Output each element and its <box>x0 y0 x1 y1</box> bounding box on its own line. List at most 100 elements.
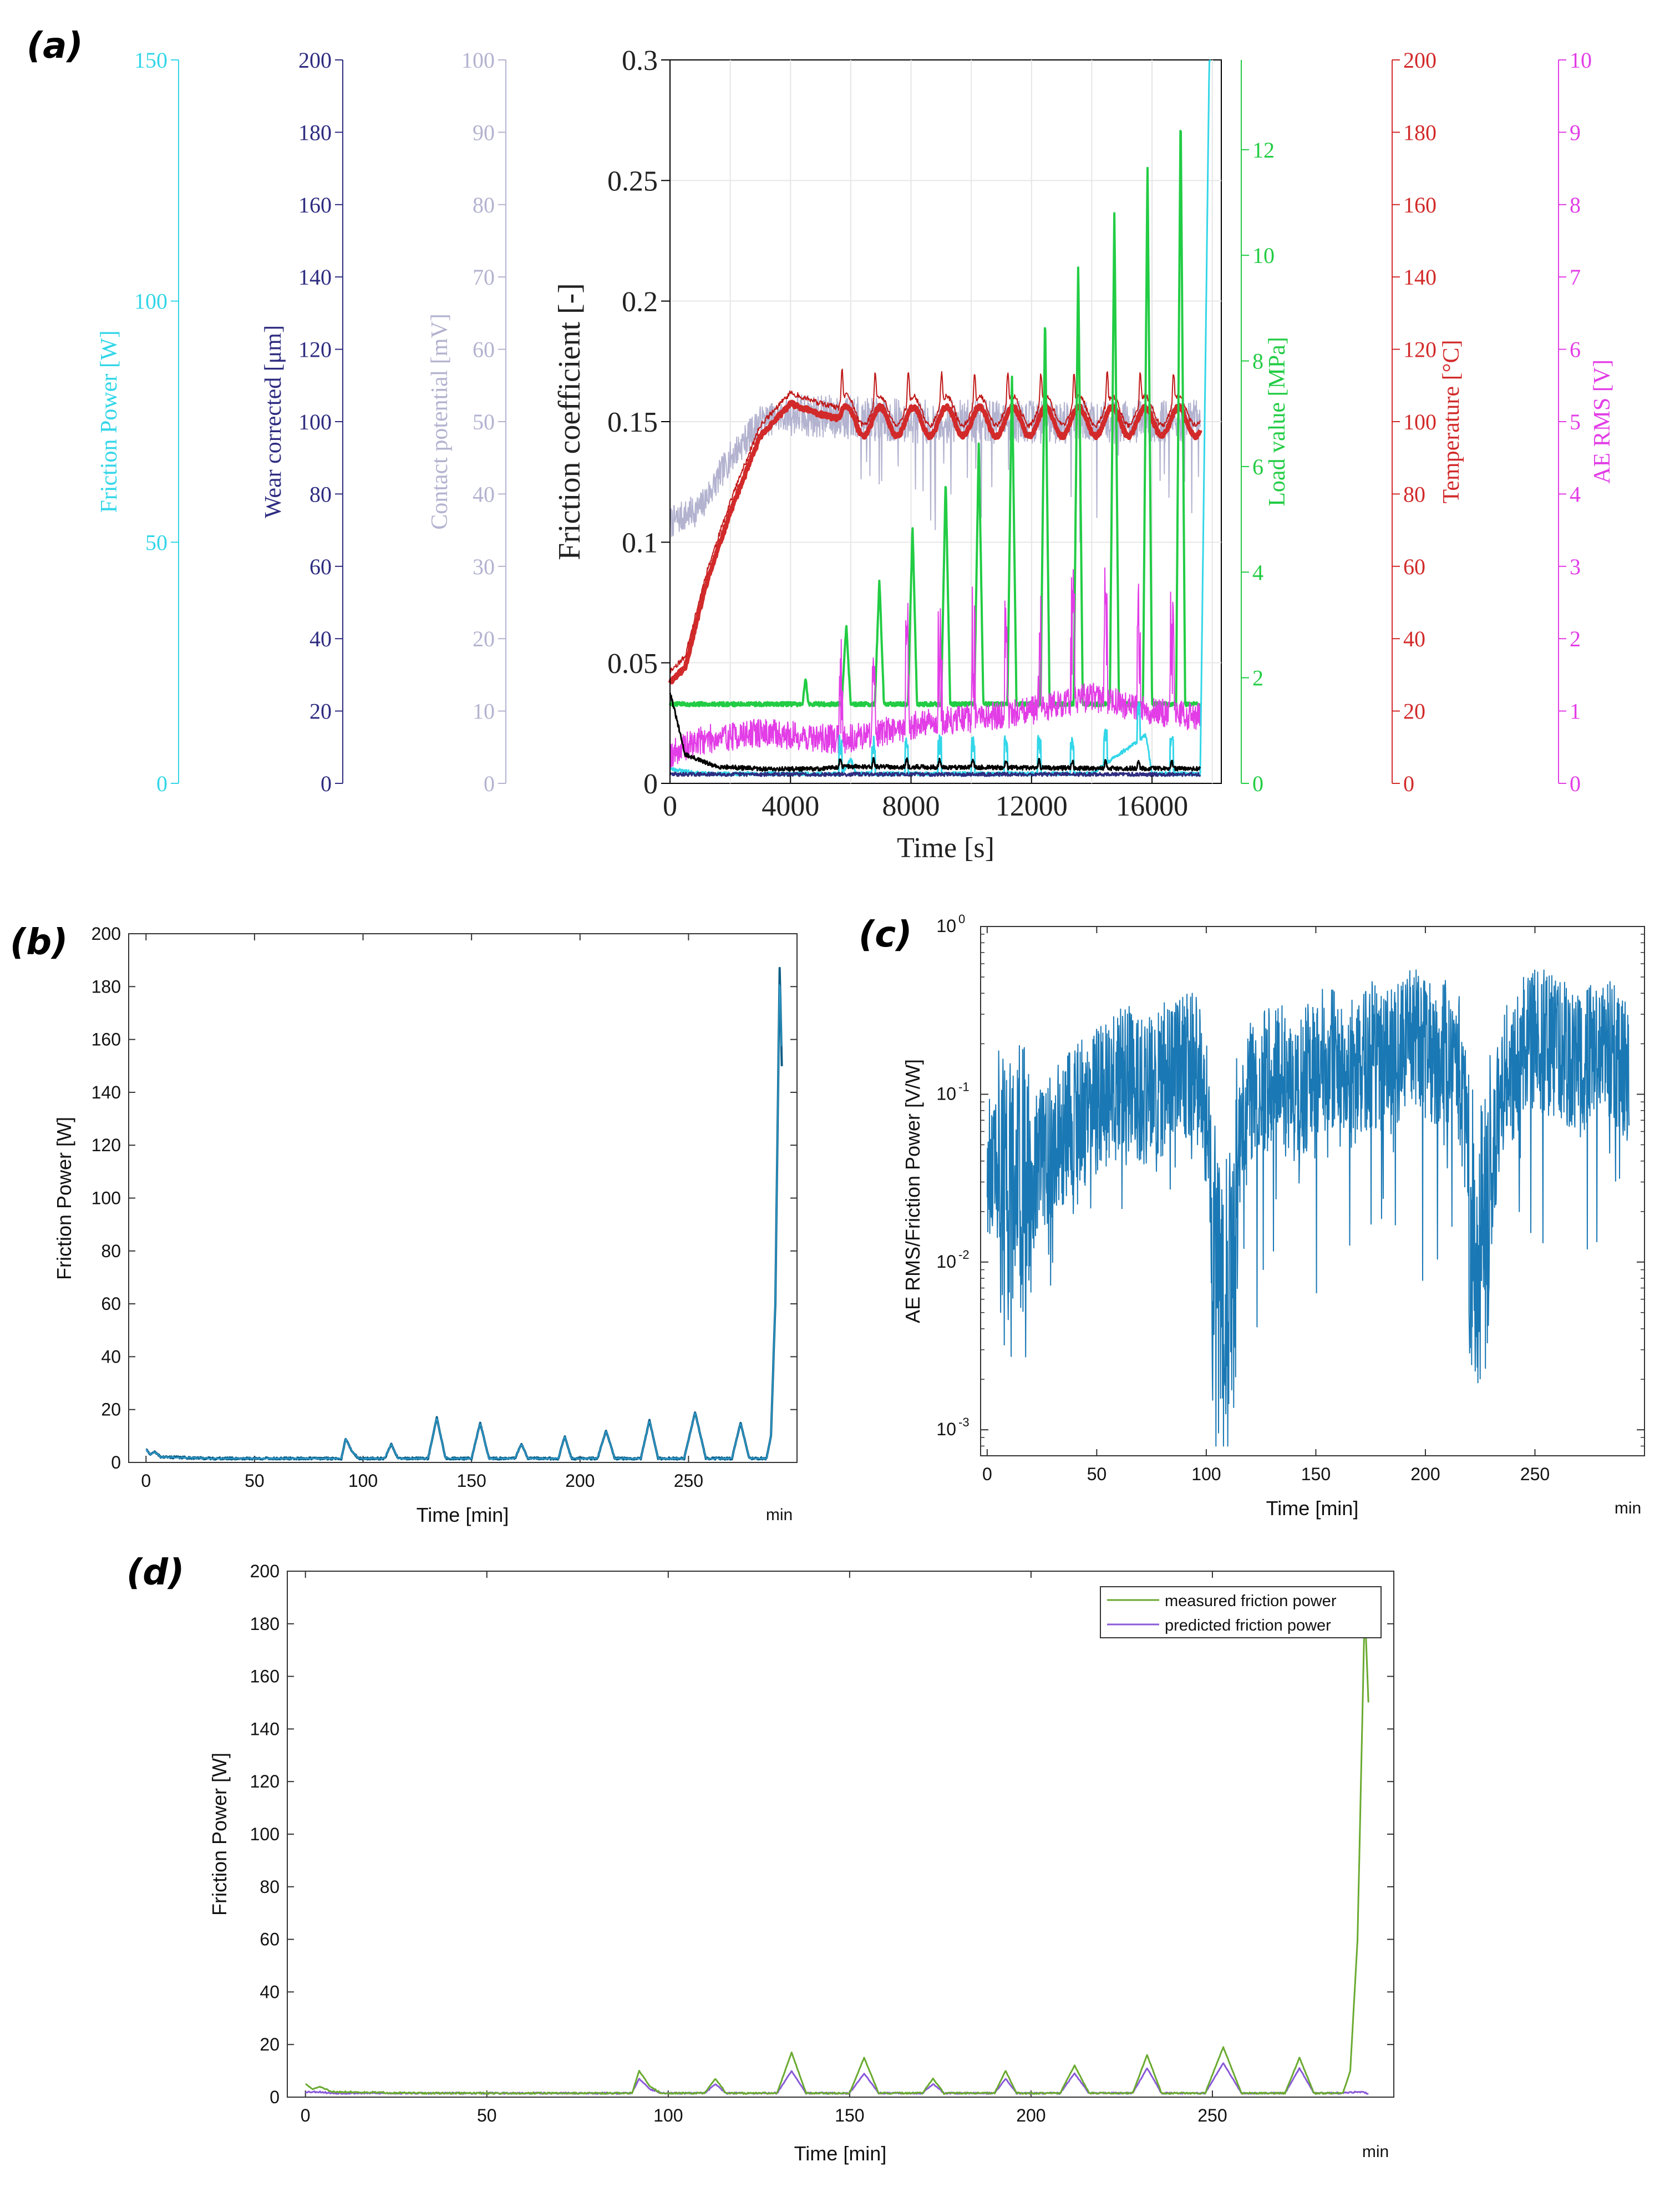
panel-d-y-tick-label: 120 <box>250 1771 280 1791</box>
panel-d-x-tick-label: 200 <box>1016 2105 1045 2125</box>
panel-a-axis-label-wear: Wear corrected [μm] <box>261 325 286 518</box>
panel-d-legend: measured friction power predicted fricti… <box>1100 1586 1382 1638</box>
panel-a-series-load-value <box>669 130 1201 707</box>
panel-d-x-unit-note: min <box>1362 2143 1389 2161</box>
panel-a-tick-label-friction_power: 150 <box>134 48 168 73</box>
panel-b-y-tick-label: 40 <box>101 1346 121 1366</box>
panel-d-y-tick-label: 160 <box>250 1667 280 1687</box>
panel-b-y-tick-label: 200 <box>92 924 121 944</box>
panel-c-y-tick-exponent: -1 <box>958 1080 970 1094</box>
panel-d-y-tick-label: 60 <box>260 1930 280 1950</box>
panel-a-tick-label-contact: 0 <box>484 771 495 796</box>
panel-c-x-tick-label: 150 <box>1301 1464 1331 1484</box>
chart-panel-b: 0 50 100 150 200 250 0 20 40 60 80 100 120 140 160 180 2… <box>53 924 798 1526</box>
panel-a-tick-label-ae: 8 <box>1570 193 1581 217</box>
panel-a-tick-label-wear: 0 <box>321 771 332 796</box>
panel-b-y-tick-label: 60 <box>101 1294 121 1314</box>
panel-a-tick-label-temperature: 40 <box>1403 626 1425 651</box>
panel-d-y-tick-label: 180 <box>250 1614 280 1634</box>
panel-c-x-tick-label: 0 <box>982 1464 992 1484</box>
panel-d-x-axis-label: Time [min] <box>794 2142 887 2165</box>
panel-b-series <box>145 966 783 1461</box>
panel-c-y-tick-exponent: -3 <box>958 1415 970 1429</box>
panel-b-x-axis-label: Time [min] <box>417 1503 509 1526</box>
panel-a-axis-load: 0 2 4 6 8 10 12 Load value [MPa] <box>1241 60 1290 796</box>
panel-a-tick-label-temperature: 140 <box>1403 265 1437 290</box>
panel-a-tick-label-wear: 120 <box>298 337 332 362</box>
panel-a-axis-temperature: 0 20 40 60 80 100 120 140 160 180 200 Temperature [… <box>1392 48 1464 796</box>
panel-a-series-ae-rms <box>669 567 1201 770</box>
panel-b-plot-area <box>128 933 798 1463</box>
legend-label-predicted: predicted friction power <box>1165 1617 1331 1634</box>
panel-c-plot-area <box>980 926 1645 1456</box>
panel-a-tick-label-friction: 0.2 <box>622 286 658 318</box>
panel-a-axis-label-friction_power: Friction Power [W] <box>97 331 122 513</box>
panel-a-series <box>668 59 1212 777</box>
panel-a-axis-wear: 0 20 40 60 80 100 120 140 160 180 200 Wear correcte… <box>261 48 343 796</box>
panel-a-tick-label-temperature: 80 <box>1403 482 1425 507</box>
legend-label-measured: measured friction power <box>1165 1592 1337 1610</box>
panel-a-tick-label-temperature: 200 <box>1403 48 1437 73</box>
panel-a-tick-label-friction_power: 100 <box>134 289 168 314</box>
panel-a-axis-label-ae: AE RMS [V] <box>1590 360 1615 484</box>
panel-b-y-tick-label: 140 <box>92 1082 121 1102</box>
panel-c-x-axis-label: Time [min] <box>1266 1497 1359 1520</box>
panel-a-tick-label-contact: 80 <box>473 193 495 217</box>
panel-a-tick-label-contact: 40 <box>473 482 495 507</box>
panel-a-tick-label-contact: 30 <box>473 554 495 579</box>
panel-label-a: (a) <box>27 26 83 67</box>
panel-d-y-tick-label: 20 <box>260 2034 280 2054</box>
panel-b-x-tick-label: 200 <box>565 1471 595 1491</box>
panel-c-series-ae-rms-per-friction-power <box>986 969 1630 1447</box>
panel-b-x-tick-label: 50 <box>245 1471 265 1491</box>
panel-a-tick-label-temperature: 120 <box>1403 337 1437 362</box>
panel-c-y-tick-label: 10 <box>936 1252 956 1272</box>
panel-a-axis-label-contact: Contact potential [mV] <box>427 313 453 530</box>
panel-a-axis-ae: 0 1 2 3 4 5 6 7 8 9 10 AE RMS [V] <box>1558 48 1615 796</box>
panel-a-x-tick-label: 8000 <box>882 791 940 822</box>
panel-a-series-wear-corrected <box>669 771 1201 777</box>
panel-label-b: (b) <box>10 922 68 963</box>
panel-a-tick-label-temperature: 60 <box>1403 554 1425 579</box>
panel-a-tick-label-ae: 3 <box>1570 554 1581 579</box>
panel-a-tick-label-ae: 0 <box>1570 771 1581 796</box>
panel-a-tick-label-ae: 10 <box>1570 48 1592 73</box>
panel-b-y-tick-label: 120 <box>92 1135 121 1155</box>
panel-b-y-tick-label: 100 <box>92 1188 121 1208</box>
panel-a-axis-label-temperature: Temperature [°C] <box>1439 340 1464 504</box>
panel-d-x-tick-label: 150 <box>835 2105 864 2125</box>
panel-a-tick-label-temperature: 100 <box>1403 409 1437 434</box>
panel-a-tick-label-wear: 80 <box>309 482 332 507</box>
panel-a-axis-friction: 0 0.05 0.1 0.15 0.2 0.25 0.3 Friction coefficie… <box>552 45 671 800</box>
panel-label-c: (c) <box>859 914 912 955</box>
panel-a-axis-label-load: Load value [MPa] <box>1265 337 1290 507</box>
panel-a-tick-label-contact: 100 <box>461 48 495 73</box>
panel-label-d: (d) <box>126 1552 184 1593</box>
panel-a-tick-label-ae: 4 <box>1570 482 1581 507</box>
panel-d-y-tick-label: 0 <box>270 2087 280 2107</box>
panel-a-tick-label-contact: 10 <box>473 699 495 724</box>
panel-b-y-tick-label: 80 <box>101 1241 121 1261</box>
panel-c-y-tick-label: 10 <box>936 1084 956 1103</box>
panel-d-x-tick-label: 100 <box>653 2105 683 2125</box>
panel-b-x-tick-label: 250 <box>674 1471 703 1491</box>
panel-a-axis-contact: 0 10 20 30 40 50 60 70 80 90 100 Contact potential … <box>427 48 506 796</box>
panel-b-y-tick-label: 160 <box>92 1030 121 1050</box>
panel-b-x-unit-note: min <box>766 1506 793 1524</box>
panel-a-tick-label-load: 8 <box>1252 349 1263 374</box>
panel-d-series <box>305 1604 1369 2095</box>
panel-d-legend-box <box>1100 1586 1382 1638</box>
panel-a-x-tick-label: 12000 <box>996 791 1068 822</box>
panel-c-y-tick-label: 10 <box>936 1419 956 1439</box>
panel-a-tick-label-friction: 0 <box>643 768 658 800</box>
panel-a-tick-label-ae: 1 <box>1570 699 1581 724</box>
panel-a-tick-label-friction: 0.05 <box>607 648 658 680</box>
panel-c-y-axis-label: AE RMS/Friction Power [V/W] <box>901 1059 924 1323</box>
panel-a-tick-label-wear: 20 <box>309 699 332 724</box>
panel-a-tick-label-friction_power: 50 <box>145 530 168 555</box>
panel-a-x-tick-label: 0 <box>663 791 677 822</box>
panel-a-tick-label-load: 2 <box>1252 666 1263 691</box>
panel-a-tick-label-temperature: 160 <box>1403 193 1437 217</box>
